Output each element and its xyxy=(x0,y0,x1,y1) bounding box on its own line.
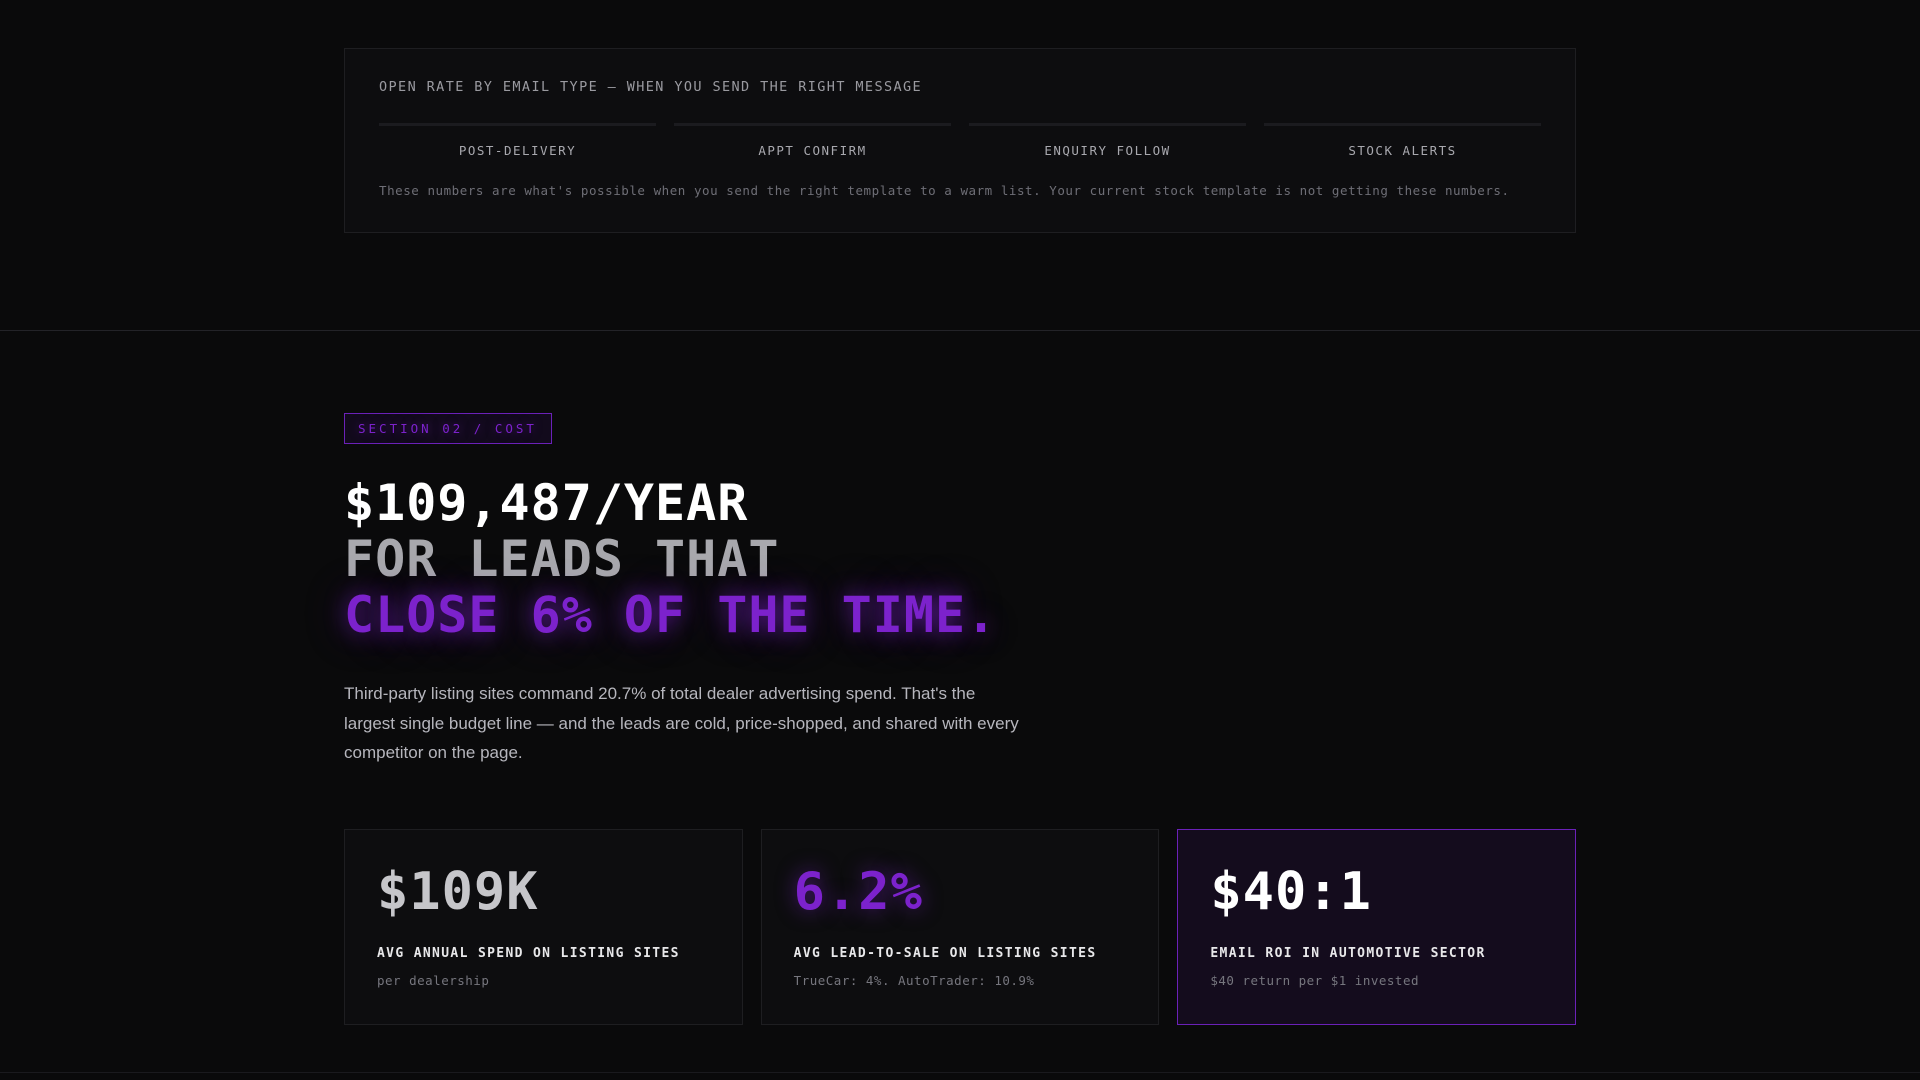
section-badge: SECTION 02 / COST xyxy=(344,413,552,444)
bar-track xyxy=(379,123,656,126)
chart-bar-stock-alerts[interactable]: STOCK ALERTS xyxy=(1264,123,1541,158)
headline-line-3: CLOSE 6% OF THE TIME. xyxy=(344,586,998,644)
bar-track xyxy=(1264,123,1541,126)
stat-card-lead-to-sale[interactable]: 6.2% AVG LEAD-TO-SALE ON LISTING SITES T… xyxy=(760,828,1160,1025)
bar-label: STOCK ALERTS xyxy=(1348,143,1457,158)
stat-card-group: $109K AVG ANNUAL SPEND ON LISTING SITES … xyxy=(344,828,1577,1025)
chart-bar-appt-confirm[interactable]: APPT CONFIRM xyxy=(674,123,951,158)
bar-label: POST-DELIVERY xyxy=(458,143,577,158)
bar-label: ENQUIRY FOLLOW xyxy=(1044,143,1171,158)
chart-bars-row: POST-DELIVERY APPT CONFIRM ENQUIRY FOLLO… xyxy=(379,123,1541,158)
stat-value: $109K xyxy=(377,861,539,922)
stat-value: $40:1 xyxy=(1210,861,1372,922)
stat-value: 6.2% xyxy=(793,861,923,922)
cost-section: SECTION 02 / COST $109,487/YEAR FOR LEAD… xyxy=(0,331,1920,1025)
open-rate-chart-card: OPEN RATE BY EMAIL TYPE — WHEN YOU SEND … xyxy=(344,48,1576,233)
bar-track xyxy=(969,123,1246,126)
headline-line-1: $109,487/YEAR xyxy=(344,474,749,532)
stat-label: AVG LEAD-TO-SALE ON LISTING SITES xyxy=(793,945,1097,961)
chart-bar-enquiry-follow[interactable]: ENQUIRY FOLLOW xyxy=(969,123,1246,158)
stat-note: TrueCar: 4%. AutoTrader: 10.9% xyxy=(793,972,1035,988)
stat-card-annual-spend[interactable]: $109K AVG ANNUAL SPEND ON LISTING SITES … xyxy=(344,828,743,1025)
chart-caption: These numbers are what's possible when y… xyxy=(379,183,1510,198)
section-divider xyxy=(0,330,1920,331)
stat-card-email-roi[interactable]: $40:1 EMAIL ROI IN AUTOMOTIVE SECTOR $40… xyxy=(1177,828,1577,1025)
cost-lede-paragraph: Third-party listing sites command 20.7% … xyxy=(344,684,1019,762)
stat-label: AVG ANNUAL SPEND ON LISTING SITES xyxy=(377,945,680,961)
chart-bar-post-delivery[interactable]: POST-DELIVERY xyxy=(379,123,656,158)
page-title: $109,487/YEAR FOR LEADS THAT CLOSE 6% OF… xyxy=(344,475,1576,643)
stat-note: $40 return per $1 invested xyxy=(1210,972,1420,988)
cost-section-inner: SECTION 02 / COST $109,487/YEAR FOR LEAD… xyxy=(344,413,1577,1025)
chart-title: OPEN RATE BY EMAIL TYPE — WHEN YOU SEND … xyxy=(379,79,923,95)
open-rate-chart-section: OPEN RATE BY EMAIL TYPE — WHEN YOU SEND … xyxy=(0,0,1920,330)
stat-note: per dealership xyxy=(377,972,490,988)
headline-line-2: FOR LEADS THAT xyxy=(344,530,780,588)
stat-label: EMAIL ROI IN AUTOMOTIVE SECTOR xyxy=(1210,945,1486,961)
bar-track xyxy=(674,123,951,126)
bottom-divider xyxy=(0,1072,1920,1073)
bar-label: APPT CONFIRM xyxy=(758,143,867,158)
